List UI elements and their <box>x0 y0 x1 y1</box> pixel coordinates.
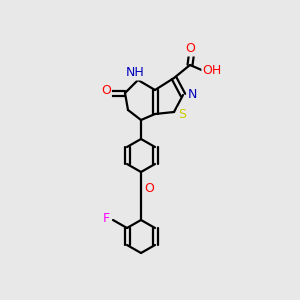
Text: O: O <box>144 182 154 194</box>
Text: N: N <box>187 88 197 101</box>
Text: NH: NH <box>126 67 144 80</box>
Text: OH: OH <box>202 64 222 76</box>
Text: S: S <box>178 109 186 122</box>
Text: F: F <box>102 212 110 226</box>
Text: O: O <box>185 43 195 56</box>
Text: O: O <box>101 85 111 98</box>
